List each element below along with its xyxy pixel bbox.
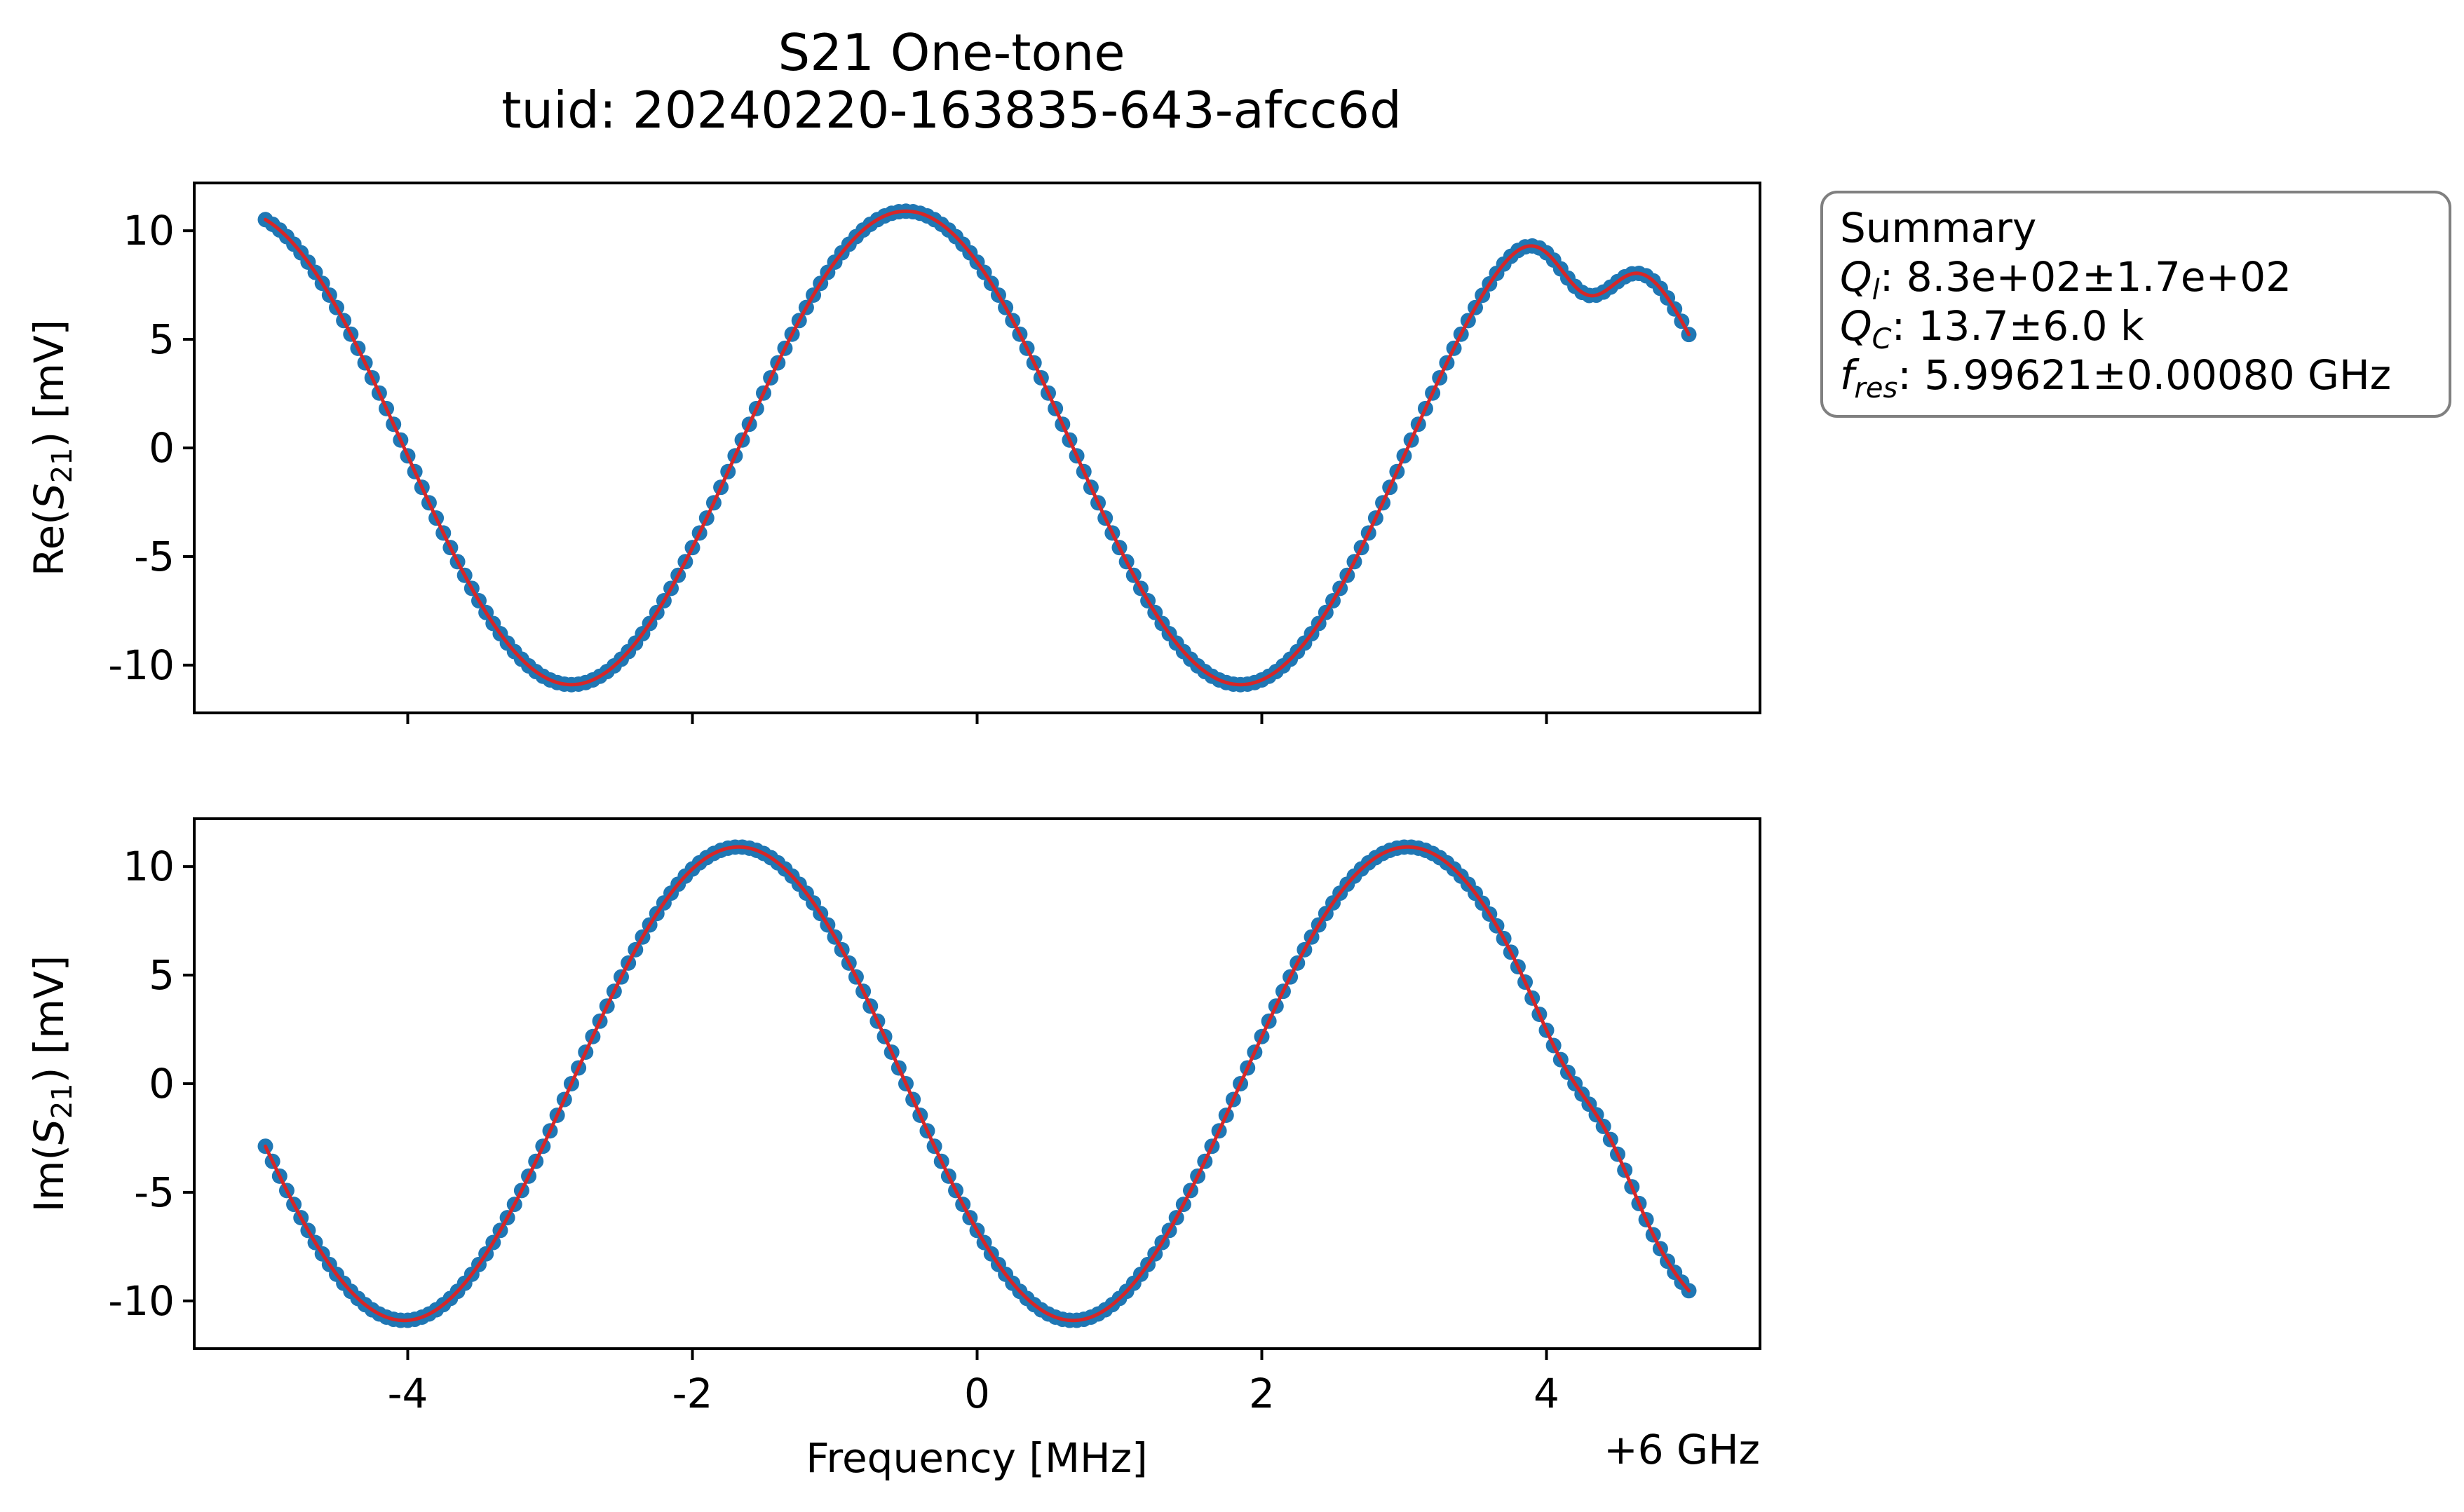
chart-subtitle: tuid: 20240220-163835-643-afcc6d (501, 81, 1402, 139)
im-s21-xtick-label: 0 (964, 1370, 990, 1417)
im-s21-panel: 10 5 0 -5 -10 -4 -2 0 2 4 Im(S21) [mV] Frequency … (25, 817, 1761, 1482)
summary-qc-row: QC: 13.7±6.0 k (1840, 302, 2144, 355)
im-s21-ytick-label: 10 (123, 843, 175, 890)
im-s21-ylabel-prefix: Im( (25, 1145, 73, 1212)
x-axis-label: Frequency [MHz] (806, 1434, 1147, 1482)
summary-box: Summary Ql: 8.3e+02±1.7e+02 QC: 13.7±6.0… (1820, 191, 2451, 418)
re-s21-ylabel-var: S (25, 483, 73, 509)
im-s21-ylabel-var: S (25, 1119, 73, 1145)
im-s21-fit-line (264, 845, 1691, 1323)
re-s21-ytick-label: -5 (134, 533, 175, 580)
im-s21-axes-frame (193, 817, 1761, 1350)
im-s21-xtick-label: -2 (672, 1370, 713, 1417)
summary-fres-row: fres: 5.99621±0.00080 GHz (1840, 351, 2391, 404)
re-s21-ytick-label: 5 (149, 315, 175, 363)
im-s21-ylabel-sub: 21 (46, 1083, 79, 1119)
re-s21-ytick-label: -10 (108, 641, 175, 689)
summary-qc-var: Q (1840, 302, 1872, 350)
im-s21-ylabel-suffix: ) [mV] (25, 955, 73, 1084)
re-s21-panel: 10 5 0 -5 -10 Re(S21) [mV] (25, 182, 1761, 724)
re-s21-ytick-label: 0 (149, 424, 175, 472)
summary-qc-sub: C (1872, 323, 1892, 355)
im-s21-ytick-label: 5 (149, 951, 175, 999)
x-offset-label: +6 GHz (1604, 1426, 1760, 1473)
summary-fres-value: : 5.99621±0.00080 GHz (1897, 351, 2391, 399)
chart-title: S21 One-tone (778, 23, 1125, 82)
im-s21-xtick-label: 2 (1249, 1370, 1275, 1417)
re-s21-ylabel-prefix: Re( (25, 509, 73, 576)
summary-ql-var: Q (1840, 253, 1872, 301)
im-s21-ytick-label: -10 (108, 1277, 175, 1325)
im-s21-xtick-label: 4 (1534, 1370, 1559, 1417)
re-s21-ylabel-sub: 21 (46, 447, 79, 483)
summary-fres-sub: res (1854, 372, 1897, 404)
re-s21-ylabel: Re(S21) [mV] (25, 320, 79, 576)
im-s21-ytick-label: -5 (134, 1169, 175, 1216)
summary-ql-row: Ql: 8.3e+02±1.7e+02 (1840, 253, 2292, 306)
re-s21-ylabel-suffix: ) [mV] (25, 320, 73, 448)
summary-ql-value: : 8.3e+02±1.7e+02 (1880, 253, 2292, 301)
im-s21-ylabel: Im(S21) [mV] (25, 955, 79, 1212)
im-s21-xtick-label: -4 (388, 1370, 428, 1417)
summary-heading: Summary (1840, 204, 2036, 252)
summary-qc-value: : 13.7±6.0 k (1892, 302, 2144, 350)
im-s21-ytick-label: 0 (149, 1060, 175, 1108)
summary-ql-sub: l (1872, 274, 1880, 306)
re-s21-ytick-label: 10 (123, 207, 175, 254)
re-s21-fit-line (264, 209, 1691, 687)
summary-box-frame (1820, 191, 2451, 418)
